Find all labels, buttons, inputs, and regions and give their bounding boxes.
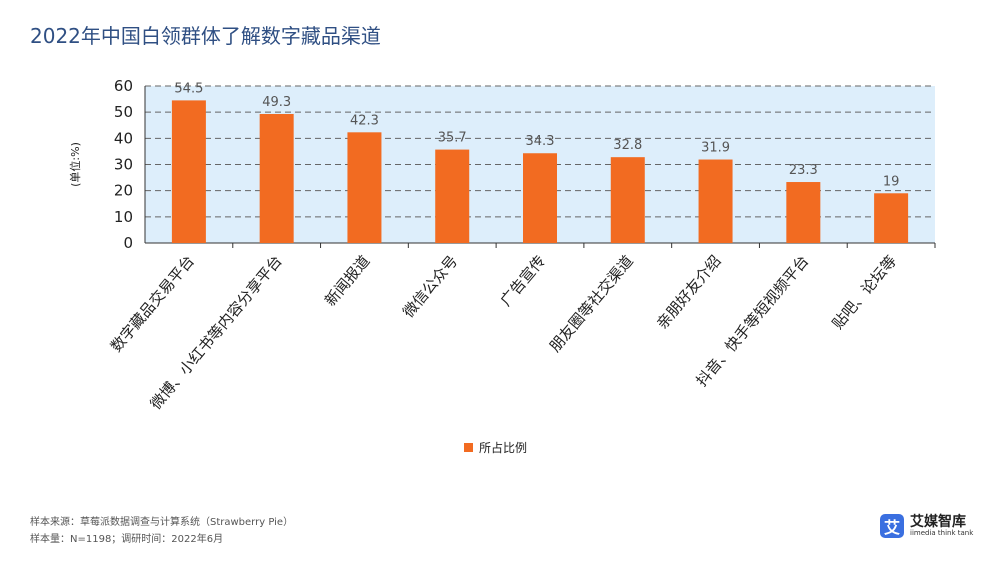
x-tick-label: 亲朋好友介绍 (653, 252, 725, 333)
data-label: 35.7 (438, 131, 467, 146)
x-tick-label: 微信公众号 (399, 252, 461, 321)
data-label: 34.3 (526, 134, 555, 149)
y-tick-label: 40 (114, 129, 133, 147)
logo-subtitle: iimedia think tank (910, 528, 974, 537)
bar (874, 193, 909, 243)
brand-logo: 艾 艾媒智库 iimedia think tank (880, 514, 973, 538)
footnote-sample: 样本量：N=1198；调研时间：2022年6月 (30, 534, 224, 545)
y-tick-label: 60 (114, 77, 133, 95)
bar (171, 100, 206, 244)
bar (435, 149, 470, 243)
bar (347, 132, 382, 243)
bar (698, 159, 733, 243)
data-label: 31.9 (701, 141, 730, 156)
data-label: 23.3 (789, 163, 818, 178)
x-tick-label: 贴吧、论坛等 (829, 252, 901, 333)
legend-label: 所占比例 (479, 440, 527, 455)
legend-swatch (464, 443, 473, 452)
y-tick-label: 0 (123, 234, 133, 252)
data-label: 49.3 (262, 95, 291, 110)
data-label: 32.8 (613, 138, 642, 153)
bar (610, 157, 645, 243)
y-tick-label: 10 (114, 208, 133, 226)
bar (786, 182, 821, 243)
data-label: 54.5 (174, 81, 203, 96)
data-label: 19 (883, 174, 900, 189)
bar (523, 153, 557, 243)
bar (259, 113, 294, 243)
chart-title: 2022年中国白领群体了解数字藏品渠道 (30, 24, 381, 48)
logo-mark-icon: 艾 (880, 514, 904, 538)
bar-chart: 0102030405060(单位:%)54.5数字藏品交易平台49.3微博、小红… (68, 77, 936, 455)
y-tick-label: 20 (114, 182, 133, 200)
footnote-source: 样本来源：草莓派数据调查与计算系统（Strawberry Pie） (30, 517, 294, 528)
y-tick-label: 50 (114, 103, 133, 121)
logo-name: 艾媒智库 (910, 513, 966, 530)
x-tick-label: 朋友圈等社交渠道 (546, 252, 637, 356)
y-axis-title: (单位:%) (68, 142, 82, 187)
x-tick-label: 数字藏品交易平台 (107, 252, 198, 356)
x-tick-label: 广告宣传 (497, 252, 549, 310)
data-label: 42.3 (350, 113, 379, 128)
x-tick-label: 新闻报道 (321, 252, 373, 310)
y-tick-label: 30 (114, 156, 133, 174)
